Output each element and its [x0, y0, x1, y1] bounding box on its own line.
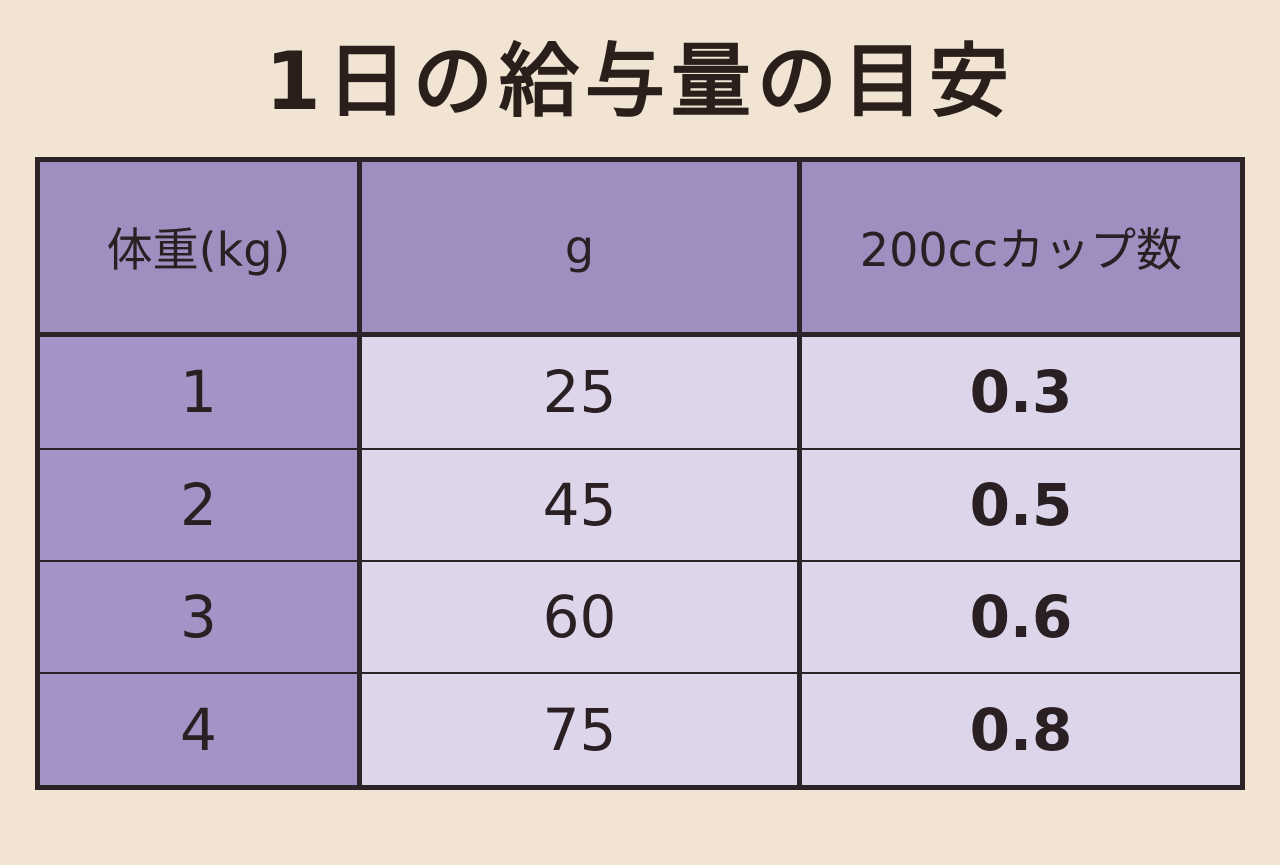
table-cell: 2: [35, 447, 362, 562]
title: 1日の給与量の目安: [265, 35, 1015, 128]
header-cell: 200ccカップ数: [797, 158, 1245, 337]
header-cell: 体重(kg): [35, 158, 362, 337]
table-row: 4 75 0.8: [35, 672, 1245, 789]
table-cell: 1: [35, 333, 362, 450]
table-cell: 45: [357, 447, 802, 562]
header-row: 体重(kg) g 200ccカップ数: [35, 158, 1245, 337]
table-cell: 25: [357, 333, 802, 450]
table-cell: 3: [35, 559, 362, 675]
table-cell: 0.3: [797, 333, 1245, 450]
table-cell: 0.8: [797, 672, 1245, 789]
table-body: 1 25 0.3 2 45 0.5 3 60 0.6 4 75 0.8: [35, 333, 1245, 789]
table-row: 1 25 0.3: [35, 333, 1245, 450]
header-cell: g: [357, 158, 802, 337]
table-cell: 75: [357, 672, 802, 789]
table-cell: 0.5: [797, 447, 1245, 562]
table-row: 3 60 0.6: [35, 559, 1245, 675]
table-cell: 0.6: [797, 559, 1245, 675]
feeding-table: 体重(kg) g 200ccカップ数 1 25 0.3 2 45 0.5 3 60 0.6 4 75 0.…: [35, 157, 1245, 790]
table-cell: 60: [357, 559, 802, 675]
table-cell: 4: [35, 672, 362, 789]
table-row: 2 45 0.5: [35, 447, 1245, 562]
